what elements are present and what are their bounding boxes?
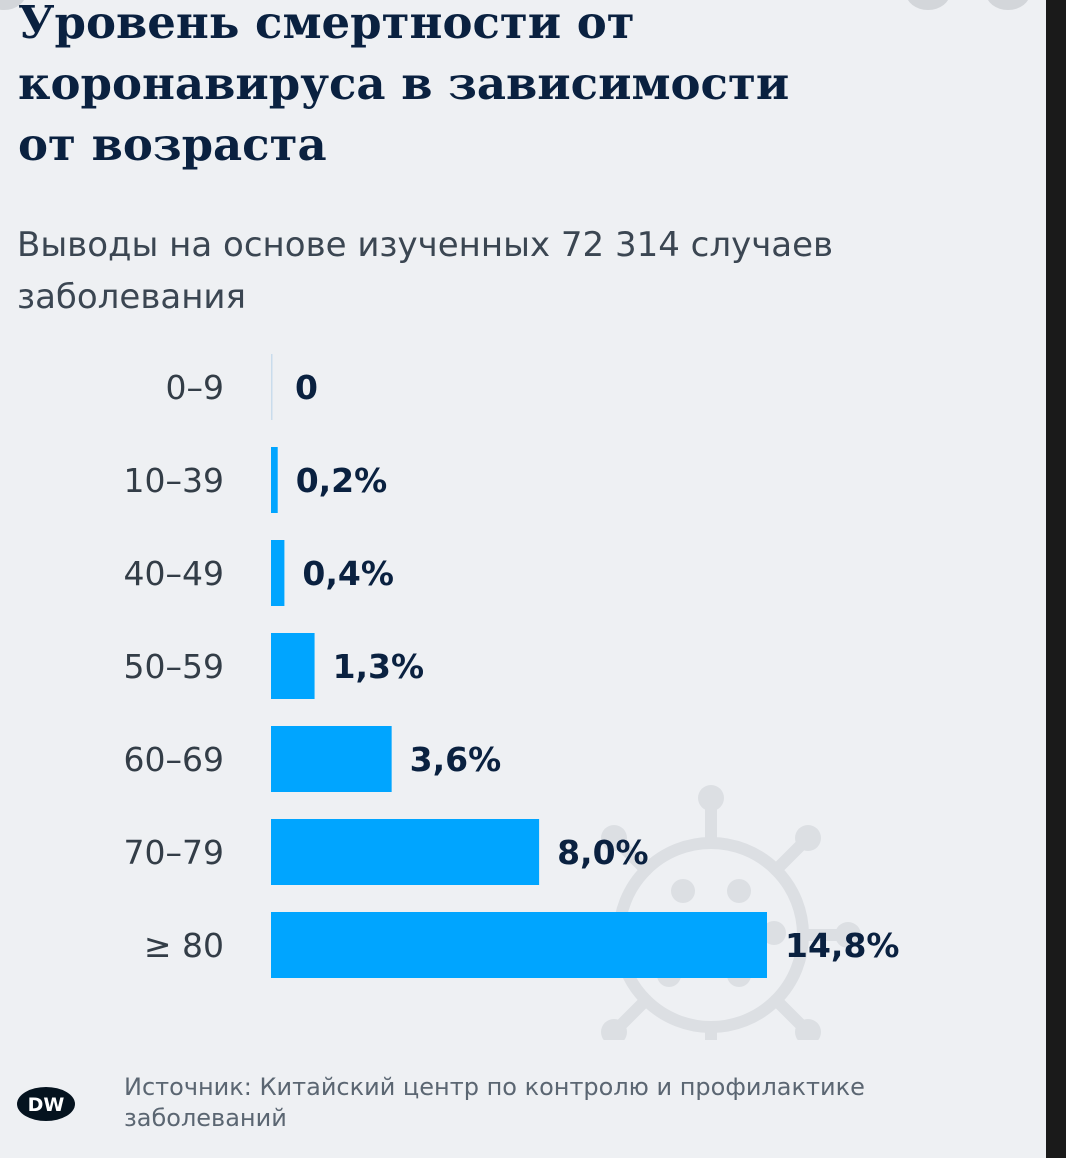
chart-subtitle: Выводы на основе изученных 72 314 случае… bbox=[17, 225, 834, 317]
top-left-icon[interactable] bbox=[0, 0, 26, 10]
bar bbox=[271, 447, 278, 513]
data-label: 0 bbox=[295, 368, 318, 407]
bar bbox=[271, 540, 285, 606]
bar bbox=[271, 633, 315, 699]
data-label: 8,0% bbox=[557, 833, 649, 872]
footer: DW Источник: Китайский центр по контролю… bbox=[16, 1072, 1016, 1142]
top-right-icon-2[interactable] bbox=[986, 0, 1030, 10]
data-label: 3,6% bbox=[410, 740, 502, 779]
category-label: 70–79 bbox=[124, 833, 224, 872]
bar bbox=[271, 726, 392, 792]
category-label: 60–69 bbox=[124, 740, 224, 779]
dw-logo: DW bbox=[17, 1087, 75, 1121]
bar bbox=[271, 912, 767, 978]
category-label: 50–59 bbox=[124, 647, 224, 686]
category-label: 40–49 bbox=[124, 554, 224, 593]
bar bbox=[271, 819, 540, 885]
category-label: ≥ 80 bbox=[144, 926, 224, 965]
category-label: 10–39 bbox=[124, 461, 224, 500]
data-label: 0,4% bbox=[302, 554, 394, 593]
chart-title: Уровень смертности от коронавируса в зав… bbox=[18, 0, 790, 171]
category-label: 0–9 bbox=[166, 368, 225, 407]
data-label: 1,3% bbox=[333, 647, 425, 686]
data-label: 14,8% bbox=[785, 926, 900, 965]
bar-chart: 0–9 0 10–39 0,2% 40–49 0,4% 50–59 1,3% 60–69 3,6%… bbox=[124, 354, 900, 1040]
bar bbox=[271, 354, 273, 420]
dw-logo-text: DW bbox=[28, 1094, 65, 1116]
source-text: Источник: Китайский центр по контролю и … bbox=[124, 1073, 865, 1132]
top-right-icon-1[interactable] bbox=[906, 0, 950, 10]
data-label: 0,2% bbox=[296, 461, 388, 500]
bars-layer: 0–9 0 10–39 0,2% 40–49 0,4% 50–59 1,3% 60–69 3,6%… bbox=[124, 354, 900, 978]
